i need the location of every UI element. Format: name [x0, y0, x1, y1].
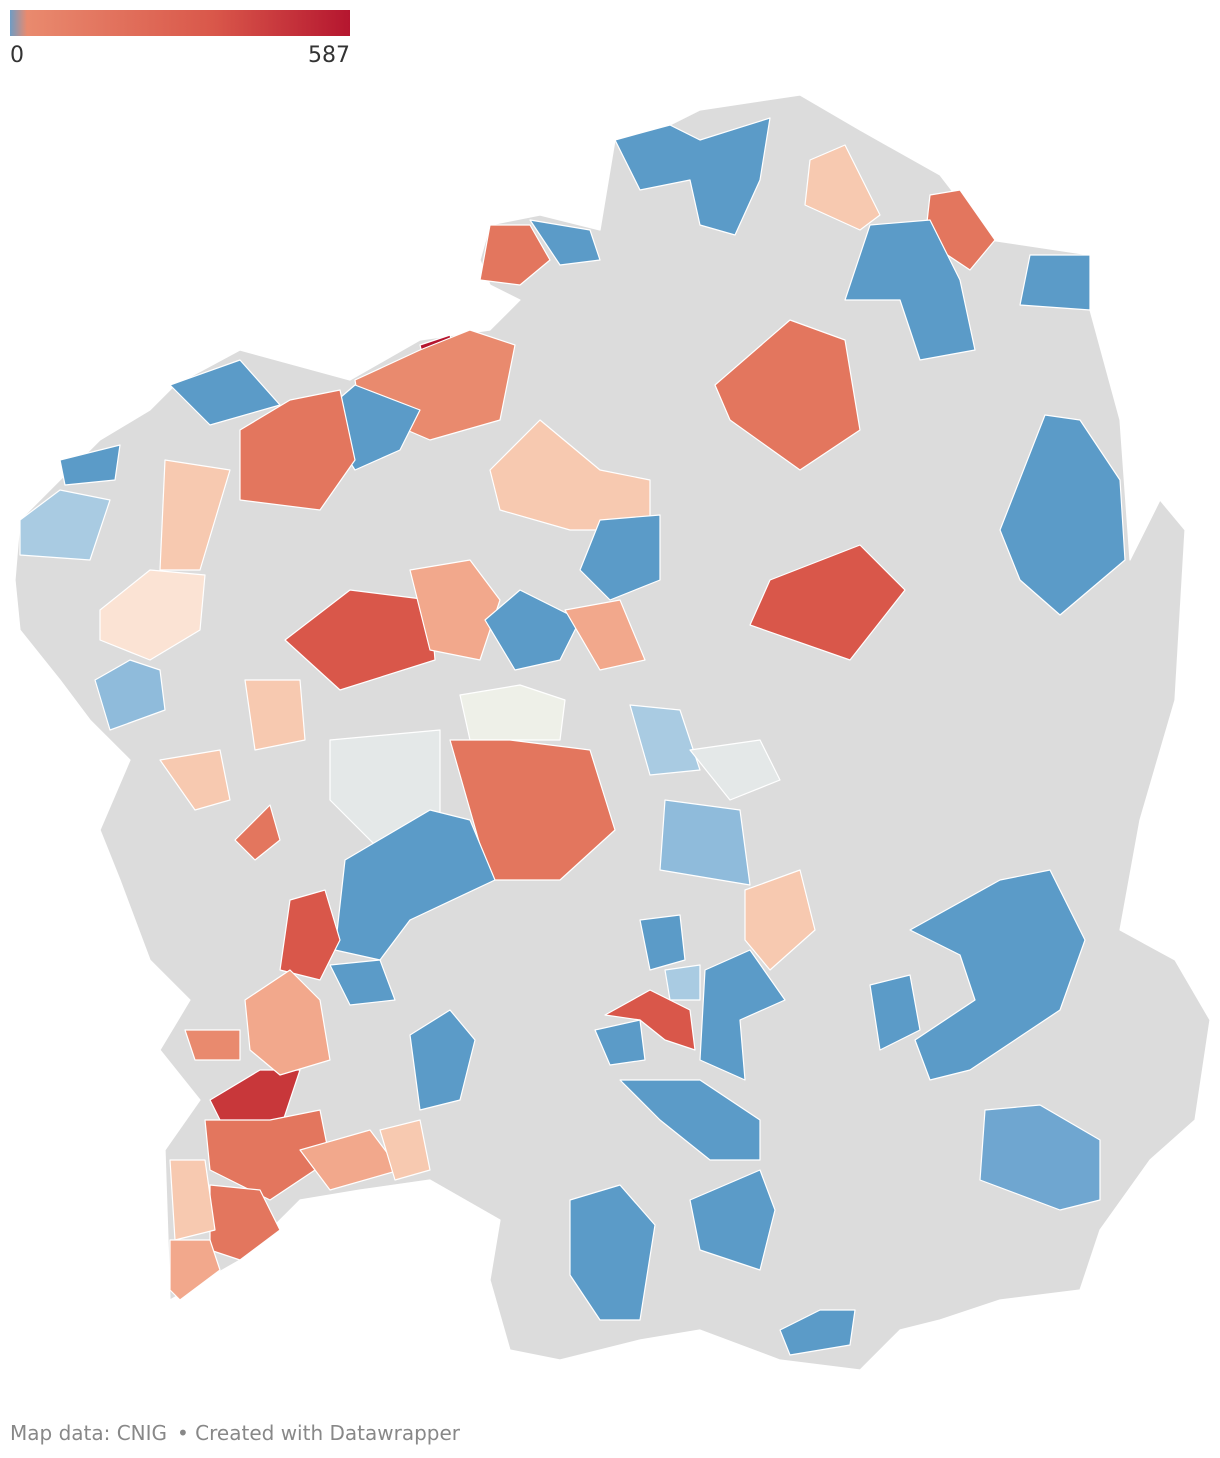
municipality: [379, 1119, 431, 1181]
municipality: [619, 1079, 761, 1161]
municipality: [749, 544, 906, 661]
legend-min: 0: [10, 43, 24, 68]
municipality: [169, 1159, 216, 1241]
municipality: [594, 1019, 646, 1066]
municipality: [169, 1239, 221, 1301]
municipality: [479, 224, 551, 286]
municipality: [409, 1009, 476, 1111]
municipality: [744, 869, 816, 971]
municipality: [169, 359, 281, 426]
municipality: [459, 684, 566, 741]
map: [14, 94, 1211, 1371]
footer: Map data: CNIG • Created with Datawrapper: [10, 1421, 461, 1445]
municipality: [579, 514, 661, 601]
municipality: [629, 704, 701, 776]
municipality: [19, 489, 111, 561]
municipality: [639, 914, 686, 971]
municipality: [979, 1104, 1101, 1211]
municipality: [614, 117, 771, 236]
municipality: [529, 219, 601, 266]
municipality: [689, 1169, 776, 1271]
municipality: [659, 799, 751, 886]
municipality: [329, 959, 396, 1006]
municipality: [159, 459, 231, 571]
municipality: [699, 949, 786, 1081]
footer-source: Map data: CNIG: [10, 1421, 167, 1445]
municipality: [999, 414, 1126, 616]
municipality: [714, 319, 861, 471]
municipality: [209, 1184, 281, 1261]
municipality: [869, 974, 921, 1051]
municipality: [664, 964, 701, 1001]
legend-max: 587: [308, 43, 350, 68]
legend-gradient: [10, 10, 350, 36]
municipality: [1019, 254, 1091, 311]
municipality: [279, 889, 341, 981]
municipality: [239, 389, 356, 511]
municipality: [484, 589, 581, 671]
municipality: [159, 749, 231, 811]
footer-credit: • Created with Datawrapper: [177, 1421, 461, 1445]
municipality: [244, 969, 331, 1076]
legend: 0 587: [10, 10, 350, 68]
municipality: [99, 569, 206, 661]
municipality: [489, 419, 651, 531]
municipality: [409, 559, 501, 661]
municipality: [244, 679, 306, 751]
municipality: [334, 809, 496, 961]
municipality: [184, 1029, 241, 1061]
municipality: [59, 444, 121, 486]
municipality: [689, 739, 781, 801]
municipality: [569, 1184, 656, 1321]
municipality: [779, 1309, 856, 1356]
municipality: [909, 869, 1086, 1081]
municipality: [844, 219, 976, 361]
municipality: [234, 804, 281, 861]
municipality: [804, 144, 881, 231]
municipality: [564, 599, 646, 671]
municipality: [209, 1069, 301, 1131]
municipality: [94, 659, 166, 731]
